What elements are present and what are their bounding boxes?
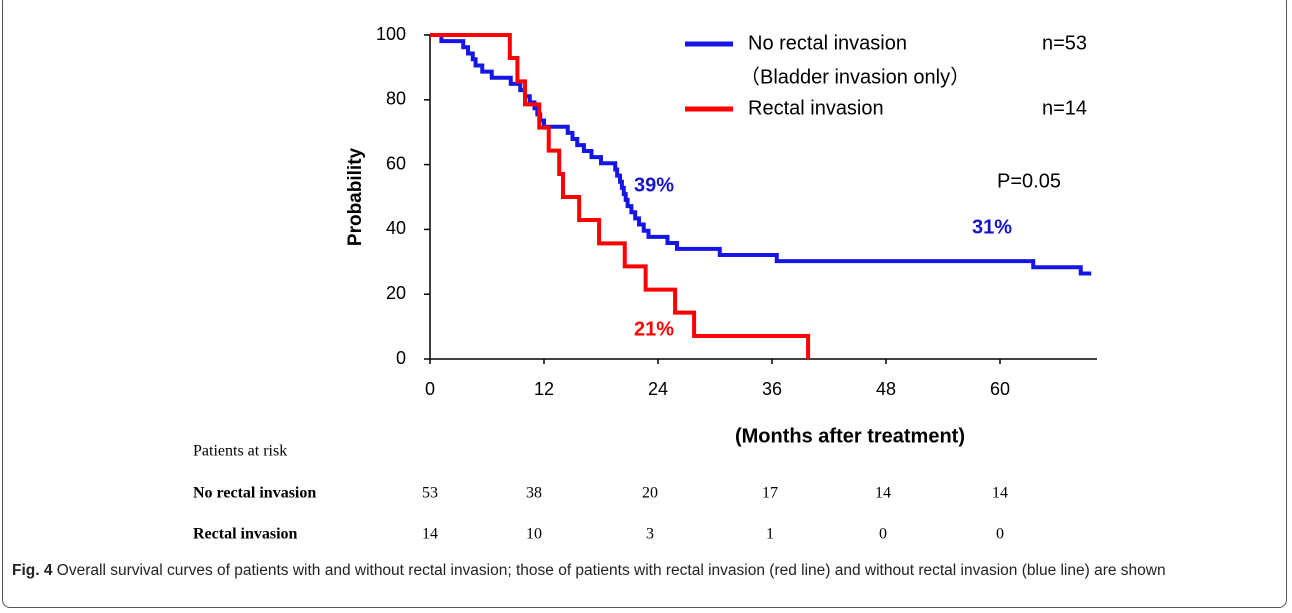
legend-count: n=53 xyxy=(1042,32,1087,54)
caption-label: Fig. 4 xyxy=(12,562,53,579)
legend-label: No rectal invasion xyxy=(748,32,907,54)
legend-note: （Bladder invasion only） xyxy=(740,65,970,88)
x-tick-label: 60 xyxy=(990,379,1010,399)
risk-count: 1 xyxy=(766,526,774,543)
risk-count: 14 xyxy=(992,485,1008,502)
x-tick-label: 36 xyxy=(762,379,782,399)
x-axis-label: (Months after treatment) xyxy=(735,425,965,447)
legend-label: Rectal invasion xyxy=(748,97,884,119)
risk-table-title: Patients at risk xyxy=(193,443,287,460)
annotation: 31% xyxy=(972,216,1012,238)
y-axis-label: Probability xyxy=(345,147,366,246)
risk-count: 20 xyxy=(642,485,658,502)
annotation: 21% xyxy=(634,318,674,340)
risk-count: 10 xyxy=(526,526,542,543)
risk-count: 0 xyxy=(879,526,887,543)
survival-curve xyxy=(430,33,1092,276)
annotation: P=0.05 xyxy=(997,170,1061,192)
x-tick-label: 48 xyxy=(876,379,896,399)
y-tick-label: 40 xyxy=(386,218,406,238)
x-tick-label: 24 xyxy=(648,379,668,399)
legend-count: n=14 xyxy=(1042,97,1087,119)
risk-count: 38 xyxy=(526,485,542,502)
x-tick-label: 12 xyxy=(534,379,554,399)
risk-row-label: No rectal invasion xyxy=(193,485,316,502)
risk-count: 53 xyxy=(422,485,438,502)
y-tick-label: 20 xyxy=(386,283,406,303)
y-tick-label: 80 xyxy=(386,89,406,109)
risk-count: 14 xyxy=(422,526,438,543)
y-tick-label: 100 xyxy=(376,24,406,44)
risk-row-label: Rectal invasion xyxy=(193,526,298,543)
caption: Fig. 4 Overall survival curves of patien… xyxy=(12,558,1274,584)
survival-curve xyxy=(430,33,811,359)
annotation: 39% xyxy=(634,174,674,196)
y-tick-label: 60 xyxy=(386,153,406,173)
y-tick-label: 0 xyxy=(396,348,406,368)
risk-count: 3 xyxy=(646,526,654,543)
caption-text: Overall survival curves of patients with… xyxy=(56,562,1166,579)
x-tick-label: 0 xyxy=(425,379,435,399)
risk-count: 0 xyxy=(996,526,1004,543)
risk-count: 17 xyxy=(762,485,778,502)
risk-count: 14 xyxy=(875,485,891,502)
